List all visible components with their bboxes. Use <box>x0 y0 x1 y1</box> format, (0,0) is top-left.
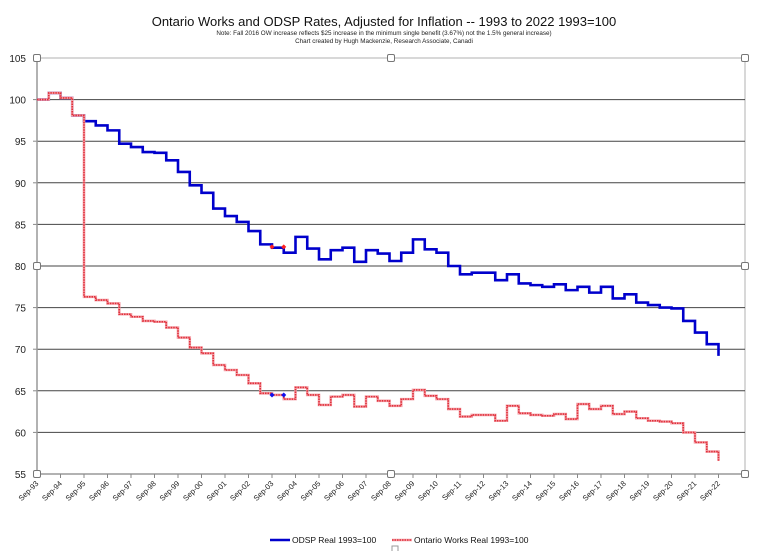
x-tick-label: Sep-19 <box>628 479 652 503</box>
x-tick-label: Sep-20 <box>651 479 675 503</box>
x-tick-label: Sep-12 <box>463 479 487 503</box>
resize-handle[interactable] <box>391 545 399 551</box>
chart-credit: Chart created by Hugh Mackenzie, Researc… <box>295 38 473 45</box>
resize-handle[interactable] <box>387 470 395 478</box>
legend-label-ontario-works: Ontario Works Real 1993=100 <box>414 535 529 545</box>
x-tick-label: Sep-04 <box>275 479 299 503</box>
resize-handle[interactable] <box>741 470 749 478</box>
data-marker <box>269 244 275 250</box>
x-tick-label: Sep-16 <box>557 479 581 503</box>
x-tick-label: Sep-10 <box>416 479 440 503</box>
y-tick-label: 65 <box>15 387 27 398</box>
x-tick-label: Sep-95 <box>64 479 88 503</box>
x-tick-label: Sep-08 <box>369 479 393 503</box>
data-marker <box>281 244 287 250</box>
x-tick-label: Sep-17 <box>581 479 605 503</box>
x-tick-label: Sep-14 <box>510 479 534 503</box>
x-tick-label: Sep-97 <box>111 479 135 503</box>
resize-handle[interactable] <box>387 54 395 62</box>
x-tick-label: Sep-07 <box>346 479 370 503</box>
chart-title: Ontario Works and ODSP Rates, Adjusted f… <box>151 14 617 29</box>
x-tick-label: Sep-09 <box>393 479 417 503</box>
x-tick-label: Sep-98 <box>134 479 158 503</box>
resize-handle[interactable] <box>33 262 41 270</box>
y-tick-label: 85 <box>15 220 27 231</box>
x-tick-label: Sep-03 <box>252 479 276 503</box>
y-tick-label: 60 <box>15 428 27 439</box>
x-tick-label: Sep-18 <box>604 479 628 503</box>
x-tick-label: Sep-15 <box>534 479 558 503</box>
x-tick-label: Sep-01 <box>205 479 229 503</box>
y-tick-label: 95 <box>15 137 27 148</box>
series-line-ontario-works <box>37 92 720 461</box>
series-line-odsp <box>37 91 720 356</box>
resize-handle[interactable] <box>741 54 749 62</box>
x-tick-label: Sep-21 <box>675 479 699 503</box>
chart-note: Note: Fall 2016 OW increase reflects $25… <box>216 30 552 37</box>
x-tick-label: Sep-11 <box>440 479 463 502</box>
y-tick-label: 80 <box>15 262 27 273</box>
data-marker <box>281 392 287 398</box>
data-marker <box>269 392 275 398</box>
x-tick-label: Sep-02 <box>228 479 252 503</box>
resize-handle[interactable] <box>33 470 41 478</box>
x-tick-label: Sep-06 <box>322 479 346 503</box>
x-tick-label: Sep-22 <box>698 479 722 503</box>
y-tick-label: 105 <box>9 54 26 65</box>
legend-label-odsp: ODSP Real 1993=100 <box>292 535 376 545</box>
y-tick-label: 55 <box>15 470 27 481</box>
x-tick-label: Sep-00 <box>181 479 205 503</box>
resize-handle[interactable] <box>741 262 749 270</box>
y-tick-label: 75 <box>15 304 27 315</box>
x-tick-label: Sep-13 <box>487 479 511 503</box>
resize-handle[interactable] <box>33 54 41 62</box>
x-tick-label: Sep-94 <box>40 479 64 503</box>
y-tick-label: 70 <box>15 345 27 356</box>
y-tick-label: 90 <box>15 179 27 190</box>
x-tick-label: Sep-05 <box>299 479 323 503</box>
x-tick-label: Sep-96 <box>87 479 111 503</box>
x-tick-label: Sep-93 <box>17 479 41 503</box>
x-tick-label: Sep-99 <box>158 479 182 503</box>
y-tick-label: 100 <box>9 96 26 107</box>
